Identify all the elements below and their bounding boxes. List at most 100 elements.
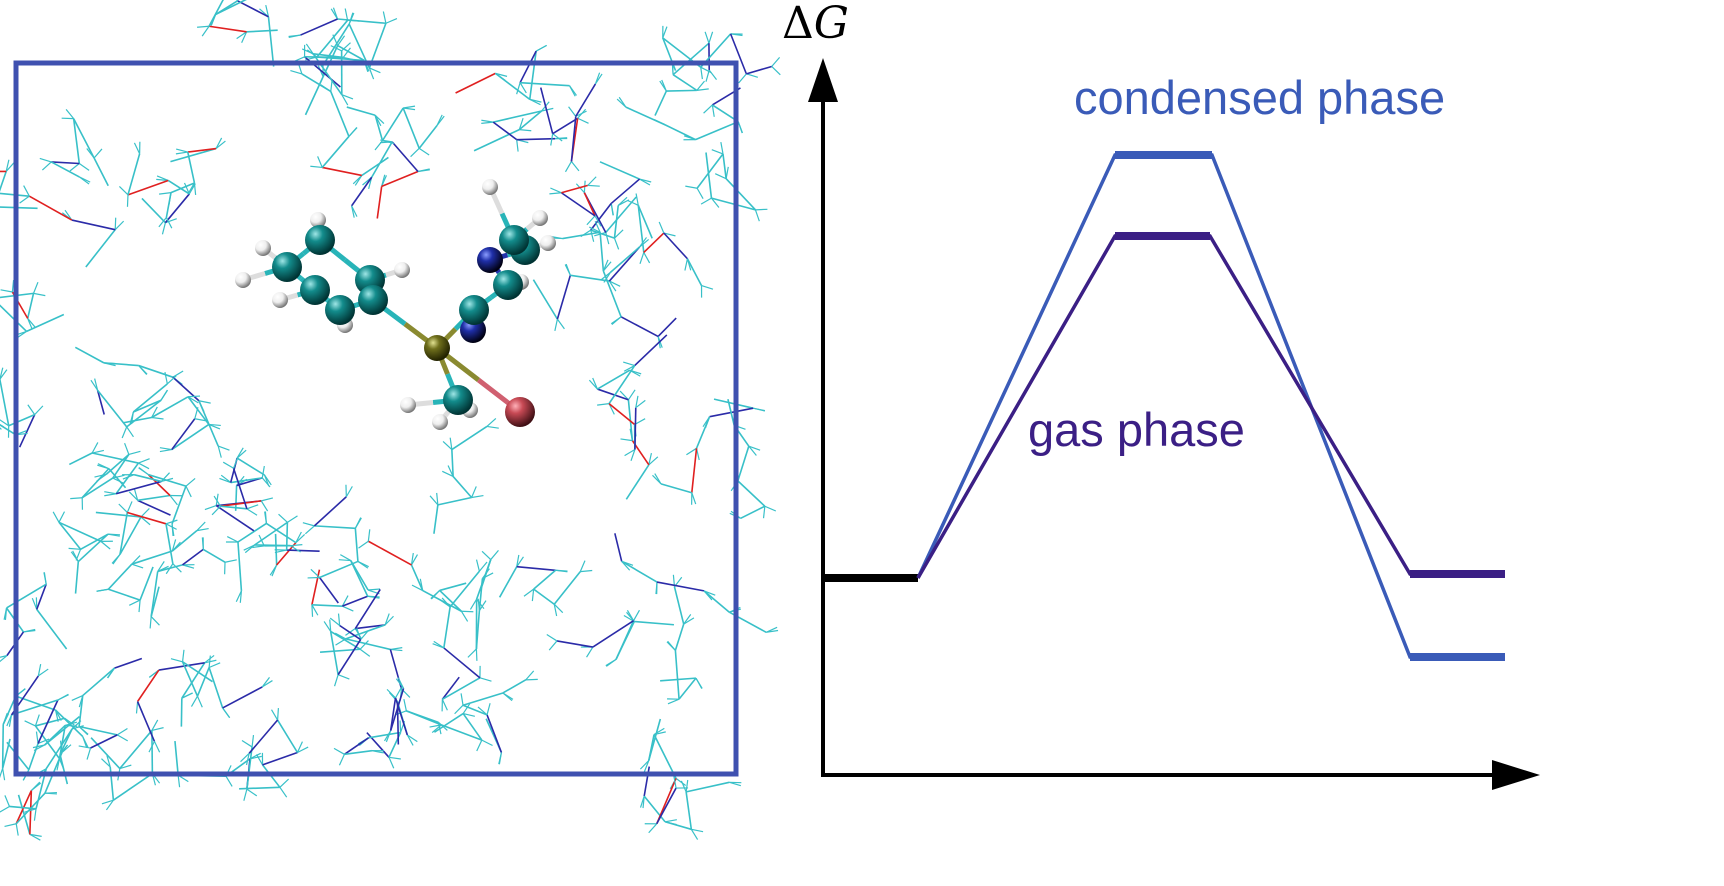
solvent-molecules xyxy=(0,0,781,841)
solvent-molecule xyxy=(52,511,121,594)
atom-h xyxy=(255,240,271,256)
solvent-molecule xyxy=(546,609,674,667)
solvent-molecule xyxy=(549,176,637,245)
solvent-molecule xyxy=(0,367,44,448)
y-axis-arrow-icon xyxy=(808,58,838,102)
gas-phase-profile xyxy=(916,232,1505,579)
solvent-molecule xyxy=(0,688,89,781)
solvent-molecule xyxy=(123,395,221,453)
atom-h xyxy=(432,414,448,430)
atom-h xyxy=(482,179,498,195)
solvent-molecule xyxy=(473,101,568,152)
solvent-molecule xyxy=(225,511,306,603)
solvent-molecule xyxy=(68,442,174,497)
solvent-molecule xyxy=(467,549,499,661)
atom-c xyxy=(493,270,523,300)
solvent-molecule xyxy=(311,554,381,617)
solvent-molecule xyxy=(455,44,577,106)
atom-c xyxy=(358,285,388,315)
solvent-molecule xyxy=(0,185,125,268)
solvent-molecule xyxy=(660,574,703,705)
atom-c xyxy=(499,225,529,255)
solvent-molecule xyxy=(96,521,209,613)
solvent-molecule xyxy=(0,572,68,663)
gas-phase-label: gas phase xyxy=(1028,403,1245,456)
energy-diagram: ΔG condensed phase gas phase xyxy=(782,0,1540,790)
atom-h xyxy=(532,210,548,226)
solvent-molecule xyxy=(170,649,273,719)
solvent-molecule xyxy=(346,105,445,158)
solvent-molecule xyxy=(149,537,237,629)
atom-c xyxy=(459,295,489,325)
atom-c xyxy=(325,295,355,325)
solvent-molecule xyxy=(454,670,538,765)
solvent-molecule xyxy=(90,719,164,811)
solvent-molecule xyxy=(158,137,226,229)
solvent-molecule xyxy=(358,529,474,622)
solvent-molecule xyxy=(654,31,718,116)
solvent-molecule xyxy=(0,279,65,339)
solvent-molecule xyxy=(70,442,141,510)
solvent-molecule xyxy=(319,613,371,687)
solvent-molecule xyxy=(210,0,275,67)
solvent-molecule xyxy=(174,734,262,801)
atom-h xyxy=(400,397,416,413)
solvent-molecule xyxy=(685,141,768,222)
solvent-molecule xyxy=(350,139,430,219)
solvent-molecule xyxy=(652,398,766,505)
solvent-molecule xyxy=(597,334,668,462)
solvent-molecule xyxy=(616,87,744,141)
solvent-molecule xyxy=(302,484,369,604)
solvent-molecule xyxy=(383,677,418,746)
condensed-phase-profile xyxy=(916,151,1505,661)
solvent-molecule xyxy=(118,141,196,235)
atom-h xyxy=(310,212,326,228)
solvent-molecule xyxy=(498,554,593,617)
solvent-molecule xyxy=(24,714,80,771)
solvent-molecule xyxy=(539,72,603,173)
x-axis-arrow-icon xyxy=(1492,760,1540,790)
atom-h xyxy=(540,235,556,251)
solvent-molecule xyxy=(239,708,309,798)
solvent-molecule xyxy=(627,193,714,298)
simulation-box xyxy=(13,60,739,777)
solvent-molecule xyxy=(429,417,499,534)
solvent-molecule xyxy=(334,588,411,701)
atom-s xyxy=(424,335,450,361)
atom-h xyxy=(394,262,410,278)
atom-br xyxy=(505,397,535,427)
solvent-molecule xyxy=(432,559,492,712)
solvent-molecule xyxy=(243,513,320,554)
solvent-molecule xyxy=(71,657,143,760)
atom-c xyxy=(272,252,302,282)
solvent-molecule xyxy=(588,369,659,500)
solvent-molecule xyxy=(580,161,652,250)
atom-c xyxy=(300,275,330,305)
solvent-molecule xyxy=(288,7,398,80)
solvent-molecule xyxy=(95,501,182,575)
solvent-molecule xyxy=(135,654,217,753)
solvent-molecule xyxy=(532,237,650,331)
atom-c xyxy=(305,225,335,255)
solvent-molecule xyxy=(662,25,781,84)
atom-n xyxy=(477,247,503,273)
solvent-molecule xyxy=(197,0,278,44)
solvent-molecule xyxy=(219,447,272,511)
atom-c xyxy=(443,385,473,415)
solvent-molecule xyxy=(639,766,742,840)
condensed-phase-label: condensed phase xyxy=(1074,71,1445,124)
solvent-molecule xyxy=(333,720,406,769)
atom-h xyxy=(235,272,251,288)
solvent-molecule xyxy=(204,456,274,532)
solvent-molecule xyxy=(128,467,196,537)
solvent-molecule xyxy=(550,221,677,349)
solvent-molecule xyxy=(39,108,109,187)
y-axis-label: ΔG xyxy=(782,0,849,49)
solvent-molecule xyxy=(614,533,779,633)
atom-h xyxy=(272,292,288,308)
solvent-molecule xyxy=(394,698,493,752)
solvent-molecule xyxy=(90,371,177,439)
solvent-molecule xyxy=(639,718,689,834)
solute-molecule xyxy=(235,179,556,430)
